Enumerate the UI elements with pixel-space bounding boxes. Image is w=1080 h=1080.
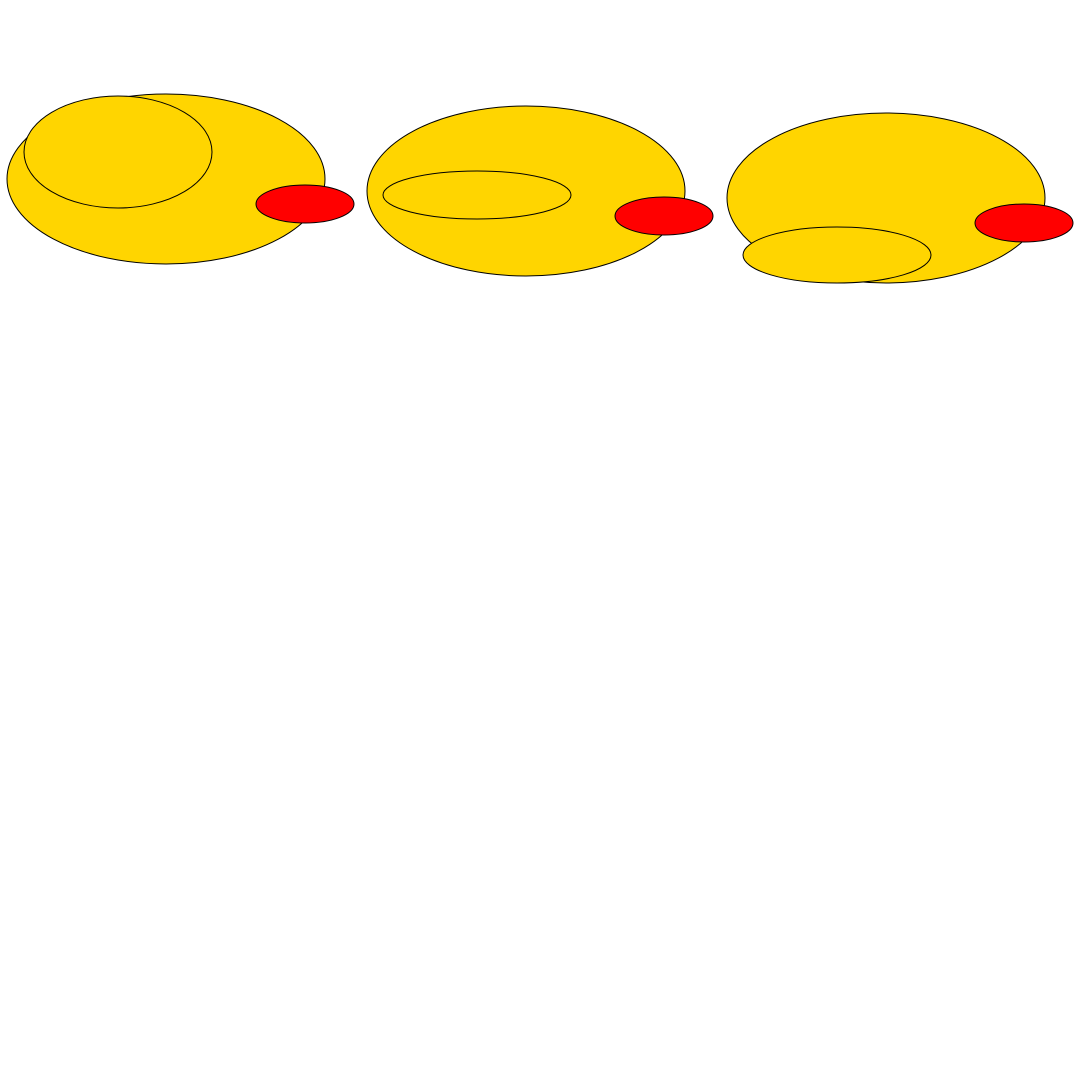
duck-3-beak: [974, 203, 1074, 243]
duck-figure-1: [6, 93, 355, 265]
duck-figure-2: [366, 105, 714, 277]
duck-3-wing: [742, 226, 932, 284]
duck-1-beak: [255, 184, 355, 224]
duck-2-beak: [614, 196, 714, 236]
duck-figure-3: [726, 112, 1074, 284]
duck-2-wing: [382, 170, 572, 220]
duck-1-wing: [23, 95, 213, 209]
